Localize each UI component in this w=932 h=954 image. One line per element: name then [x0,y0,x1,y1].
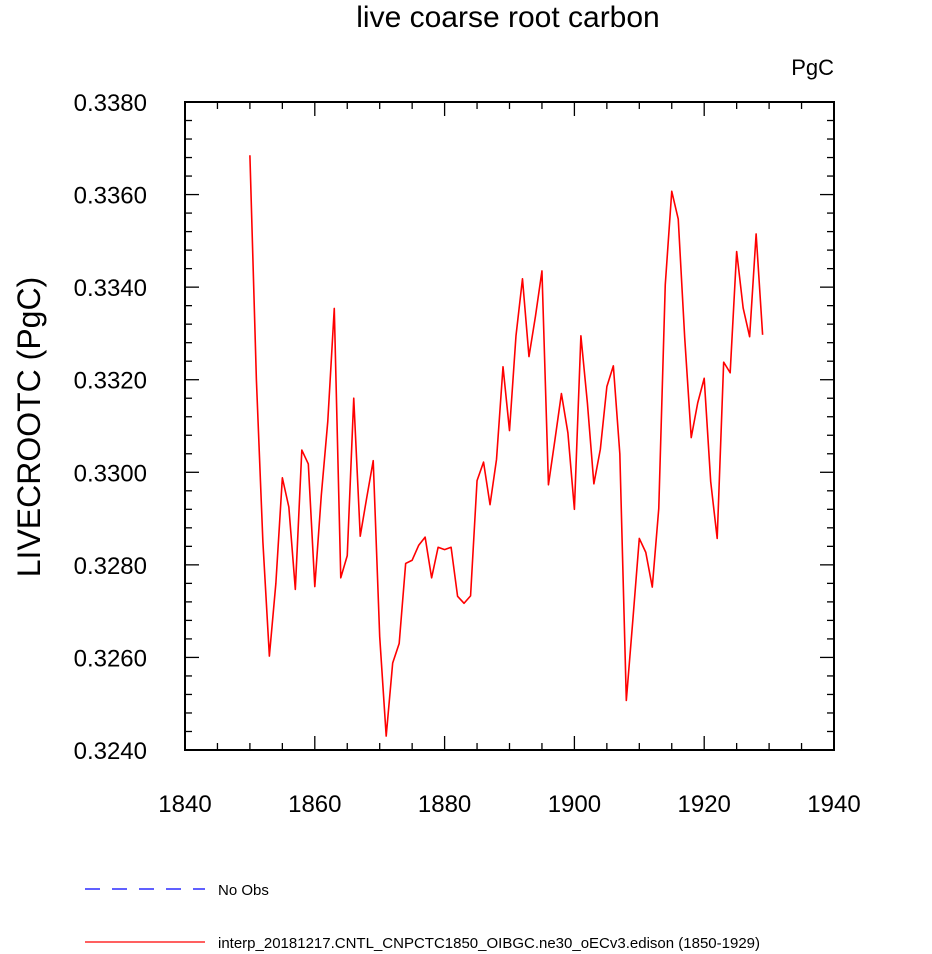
y-tick-label: 0.3340 [74,275,147,302]
y-tick-label: 0.3320 [74,368,147,395]
axis-ticks [184,101,835,751]
y-axis-label: LIVECROOTC (PgC) [11,277,47,577]
x-tick-label: 1920 [678,791,731,818]
y-tick-label: 0.3260 [74,645,147,672]
y-tick-label: 0.3380 [74,90,147,117]
y-tick-label: 0.3280 [74,553,147,580]
series-line [249,155,764,737]
x-tick-label: 1900 [548,791,601,818]
y-tick-label: 0.3360 [74,183,147,210]
y-tick-label: 0.3300 [74,460,147,487]
x-tick-label: 1860 [288,791,341,818]
legend: No Obs interp_20181217.CNTL_CNPCTC1850_O… [85,882,760,952]
x-tick-label: 1940 [807,791,860,818]
y-tick-label: 0.3240 [74,738,147,765]
x-tick-label: 1880 [418,791,471,818]
chart-title: live coarse root carbon [356,1,660,34]
legend-label-model-run: interp_20181217.CNTL_CNPCTC1850_OIBGC.ne… [218,935,760,952]
x-tick-label: 1840 [158,791,211,818]
series-layer [249,155,764,737]
units-label: PgC [791,55,834,80]
plot-frame [184,101,835,751]
tick-labels: 1840 1860 1880 1900 1920 1940 0.3240 0.3260 0.32… [74,90,861,818]
legend-label-no-obs: No Obs [218,882,269,899]
